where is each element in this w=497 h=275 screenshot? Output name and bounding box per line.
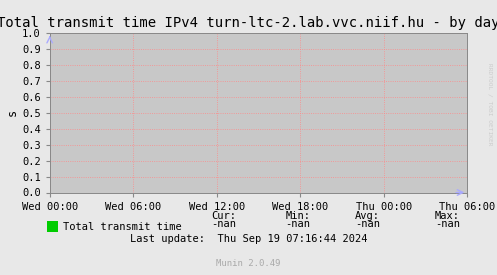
Text: Last update:  Thu Sep 19 07:16:44 2024: Last update: Thu Sep 19 07:16:44 2024 [130,234,367,244]
Text: Avg:: Avg: [355,211,380,221]
Text: -nan: -nan [435,219,460,229]
Text: Munin 2.0.49: Munin 2.0.49 [216,260,281,268]
Y-axis label: s: s [6,109,19,116]
Text: -nan: -nan [355,219,380,229]
Text: -nan: -nan [286,219,311,229]
Text: -nan: -nan [211,219,236,229]
Text: Total transmit time: Total transmit time [63,222,182,232]
Text: Min:: Min: [286,211,311,221]
Text: Cur:: Cur: [211,211,236,221]
Text: Total transmit time IPv4 turn-ltc-2.lab.vvc.niif.hu - by day: Total transmit time IPv4 turn-ltc-2.lab.… [0,16,497,31]
Text: RRDTOOL / TOBI OETIKER: RRDTOOL / TOBI OETIKER [487,63,492,146]
Text: Max:: Max: [435,211,460,221]
